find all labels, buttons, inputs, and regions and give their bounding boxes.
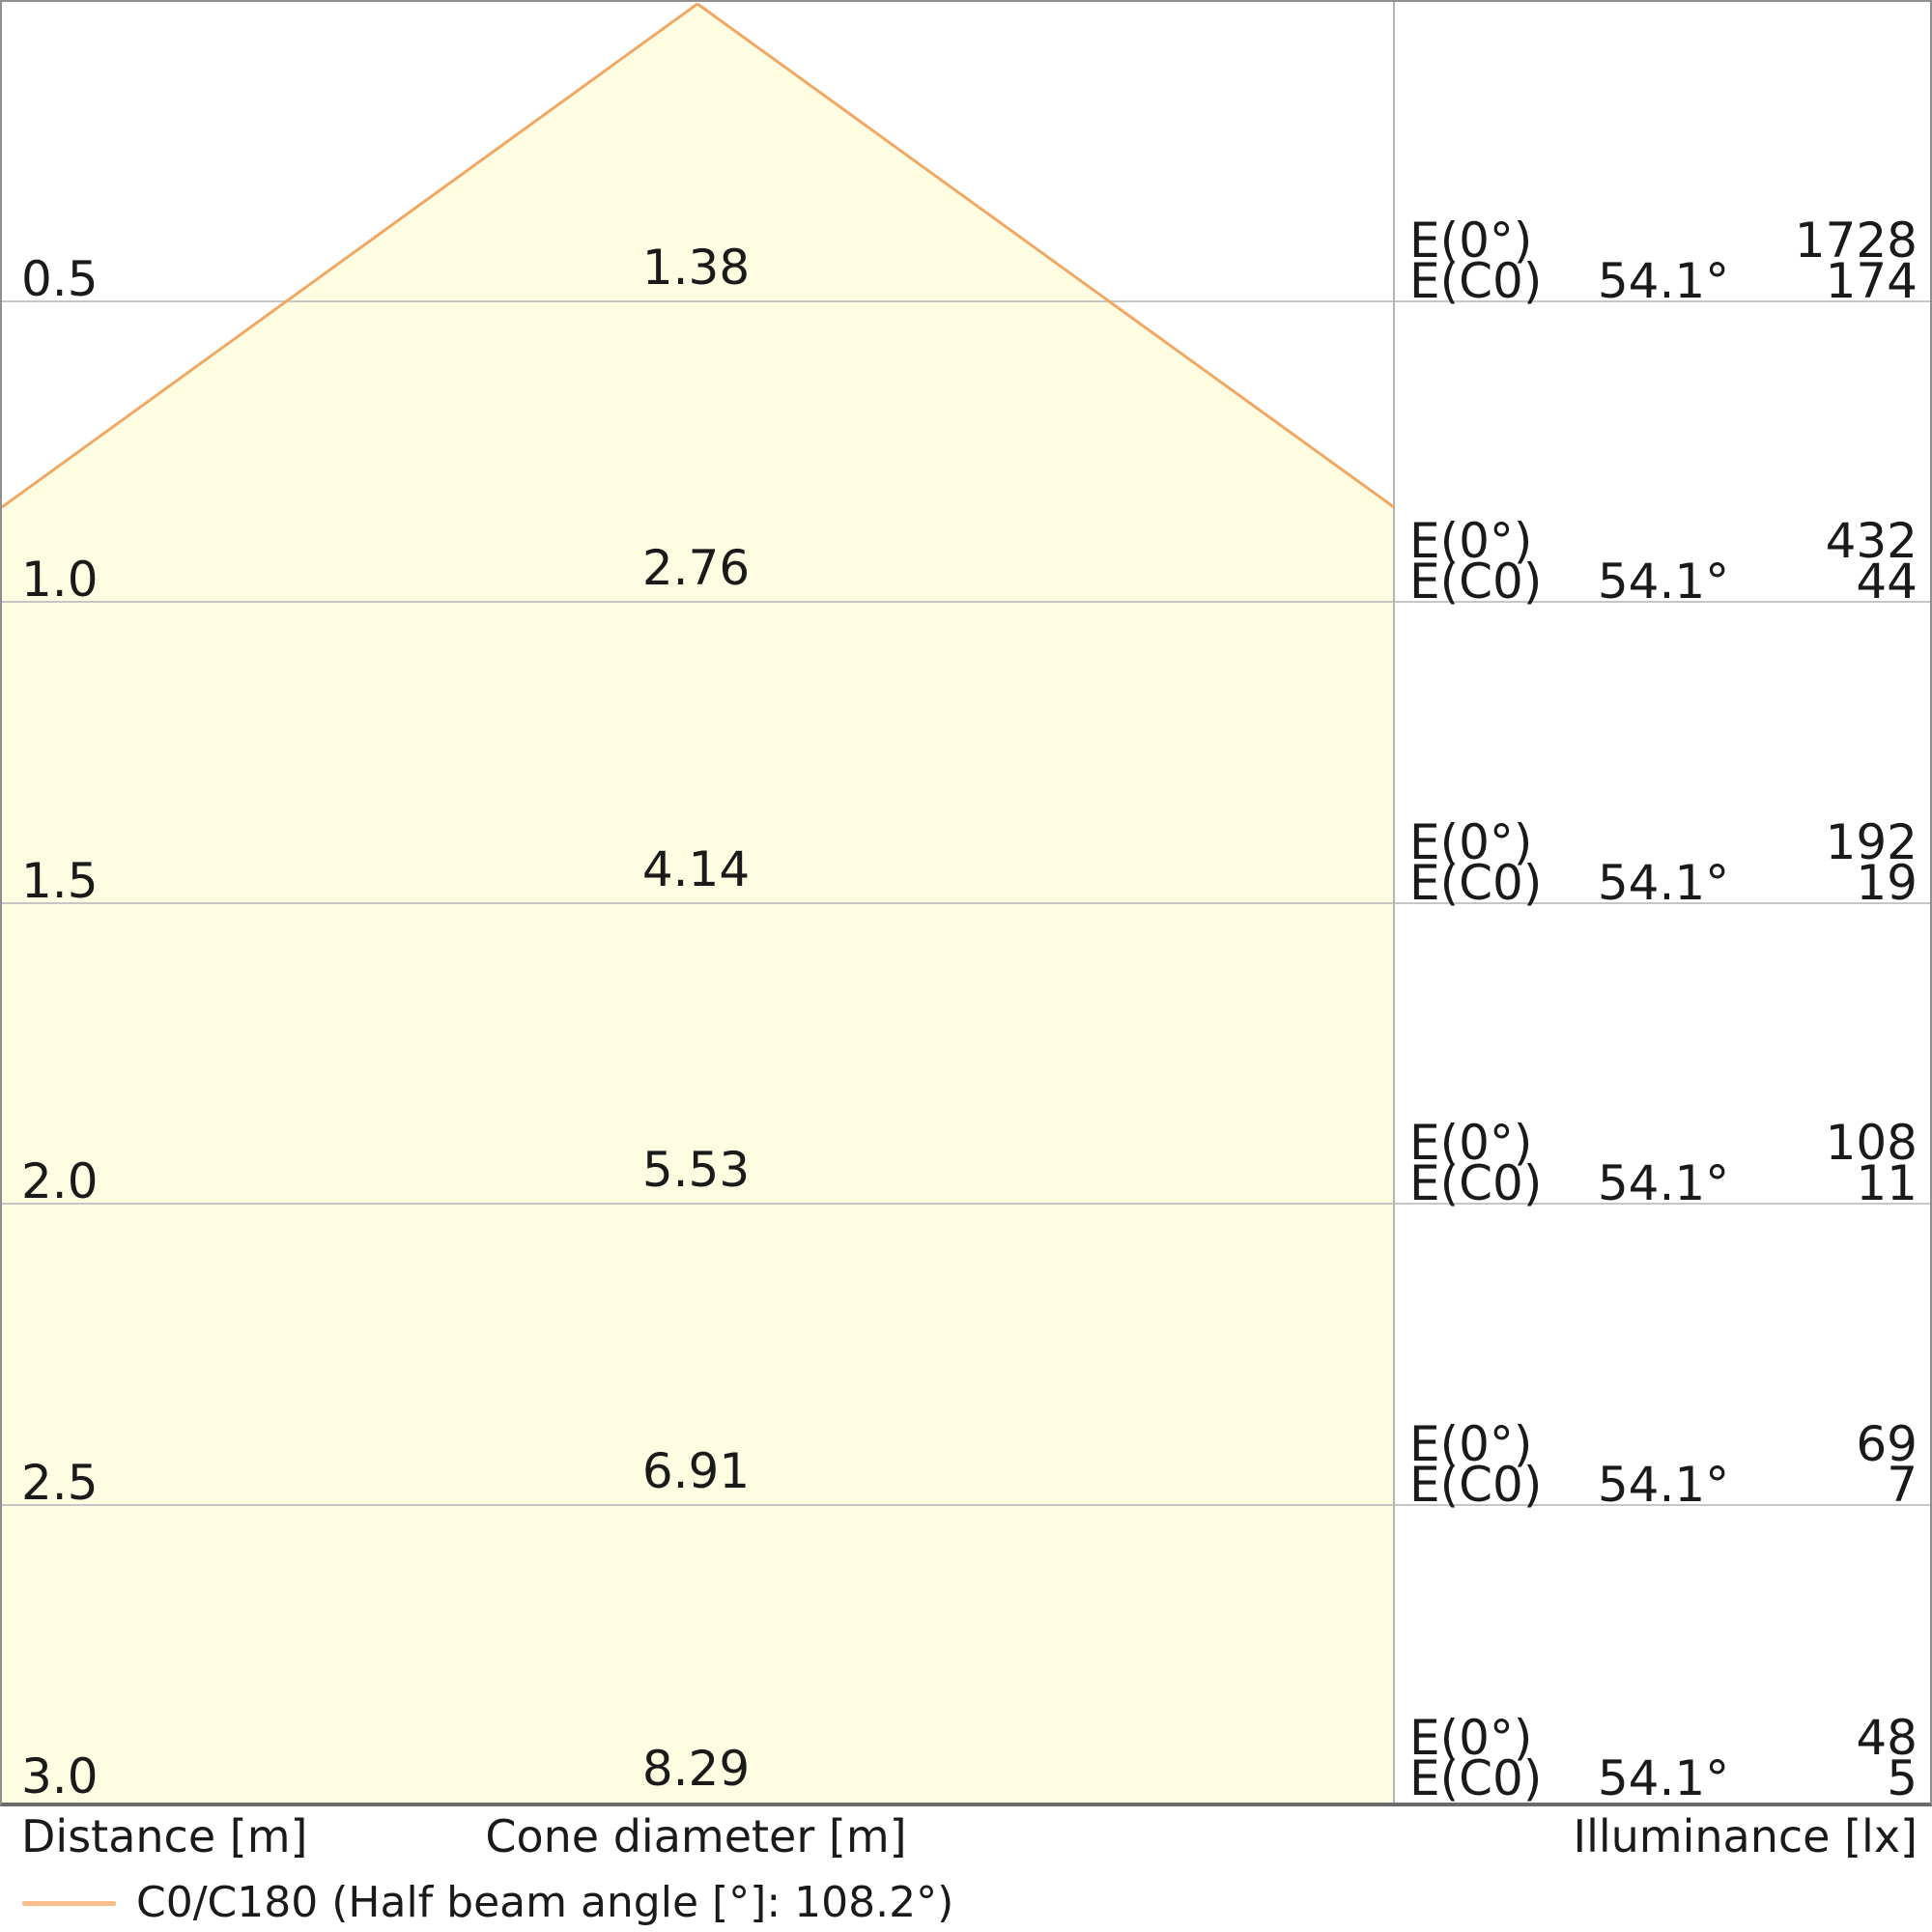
distance-label: 2.5: [21, 1455, 99, 1511]
e0-value: 48: [1856, 1710, 1918, 1766]
cone-diameter-value: 6.91: [641, 1443, 751, 1499]
distance-label: 2.0: [21, 1153, 99, 1209]
gridlines: [2, 300, 1930, 1506]
illuminance-e0-line: E(0°) 192: [1394, 818, 1929, 867]
e0-label: E(0°): [1409, 814, 1533, 870]
cone-diameter-value: 5.53: [641, 1142, 751, 1198]
illuminance-ec0-line: E(C0) 54.1° 174: [1394, 257, 1929, 305]
cone-diameter-value: 4.14: [641, 841, 751, 897]
illuminance-e0-line: E(0°) 1728: [1394, 216, 1929, 265]
ec0-angle: 54.1°: [1597, 855, 1730, 911]
illuminance-ec0-line: E(C0) 54.1° 44: [1394, 557, 1929, 606]
cone-chart-area: [0, 0, 1932, 1806]
cone-diameter-value: 1.38: [641, 240, 751, 296]
legend: C0/C180 (Half beam angle [°]: 108.2°): [0, 1878, 1932, 1928]
illuminance-e0-line: E(0°) 108: [1394, 1119, 1929, 1167]
ec0-value: 7: [1887, 1457, 1918, 1513]
ec0-label: E(C0): [1409, 554, 1543, 610]
ec0-label: E(C0): [1409, 1750, 1543, 1806]
distance-label: 1.5: [21, 853, 99, 909]
illuminance-ec0-line: E(C0) 54.1° 11: [1394, 1159, 1929, 1208]
legend-line-swatch: [22, 1901, 116, 1906]
ec0-angle: 54.1°: [1597, 1750, 1730, 1806]
cone-edge-right: [696, 2, 1395, 509]
axis-label-cone-diameter: Cone diameter [m]: [485, 1810, 907, 1862]
cone-edge-left: [2, 2, 698, 509]
ec0-angle: 54.1°: [1597, 1457, 1730, 1513]
e0-label: E(0°): [1409, 213, 1533, 269]
cone-diameter-value: 2.76: [641, 540, 751, 596]
e0-label: E(0°): [1409, 1710, 1533, 1766]
e0-value: 1728: [1794, 213, 1918, 269]
distance-label: 1.0: [21, 552, 99, 608]
e0-label: E(0°): [1409, 1115, 1533, 1171]
ec0-label: E(C0): [1409, 1457, 1543, 1513]
cone-chart-svg: [2, 2, 1930, 1803]
illuminance-e0-line: E(0°) 69: [1394, 1420, 1929, 1468]
cone-diameter-value: 8.29: [641, 1741, 751, 1797]
illuminance-ec0-line: E(C0) 54.1° 5: [1394, 1754, 1929, 1803]
ec0-value: 174: [1825, 253, 1918, 309]
ec0-label: E(C0): [1409, 855, 1543, 911]
ec0-angle: 54.1°: [1597, 554, 1730, 610]
e0-label: E(0°): [1409, 513, 1533, 569]
ec0-label: E(C0): [1409, 1155, 1543, 1211]
axis-label-distance: Distance [m]: [21, 1810, 308, 1862]
illuminance-ec0-line: E(C0) 54.1° 7: [1394, 1461, 1929, 1509]
ec0-value: 11: [1856, 1155, 1918, 1211]
ec0-angle: 54.1°: [1597, 1155, 1730, 1211]
e0-label: E(0°): [1409, 1416, 1533, 1472]
ec0-value: 19: [1856, 855, 1918, 911]
ec0-value: 5: [1887, 1750, 1918, 1806]
ec0-value: 44: [1856, 554, 1918, 610]
ec0-label: E(C0): [1409, 253, 1543, 309]
e0-value: 432: [1825, 513, 1918, 569]
illuminance-e0-line: E(0°) 432: [1394, 517, 1929, 565]
ec0-angle: 54.1°: [1597, 253, 1730, 309]
legend-label: C0/C180 (Half beam angle [°]: 108.2°): [136, 1878, 954, 1927]
e0-value: 108: [1825, 1115, 1918, 1171]
illuminance-e0-line: E(0°) 48: [1394, 1714, 1929, 1762]
axis-label-illuminance: Illuminance [lx]: [1573, 1810, 1918, 1862]
e0-value: 192: [1825, 814, 1918, 870]
distance-label: 3.0: [21, 1748, 99, 1804]
cone-edges: [2, 2, 1395, 509]
illuminance-ec0-line: E(C0) 54.1° 19: [1394, 859, 1929, 907]
distance-label: 0.5: [21, 251, 99, 307]
e0-value: 69: [1856, 1416, 1918, 1472]
